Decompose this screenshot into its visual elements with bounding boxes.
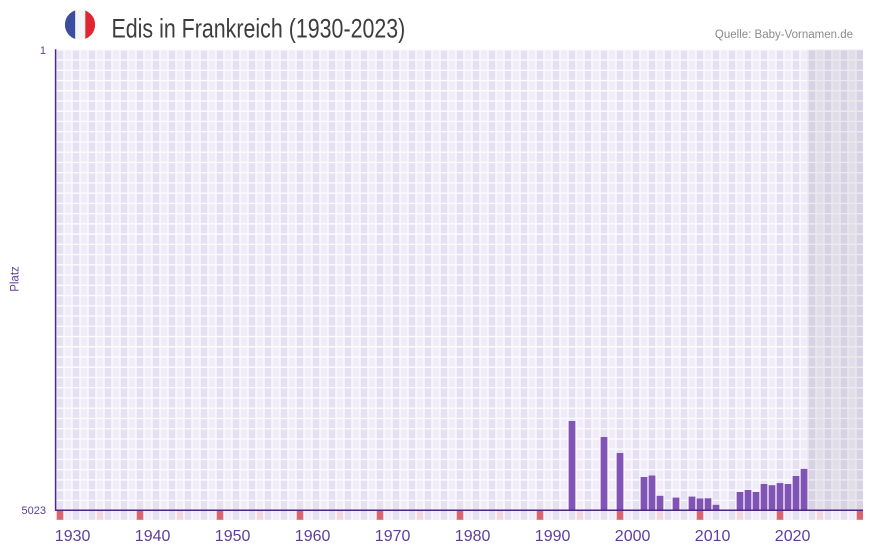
svg-text:Edis in Frankreich (1930-2023): Edis in Frankreich (1930-2023) bbox=[112, 14, 406, 44]
svg-text:5023: 5023 bbox=[22, 505, 46, 517]
svg-text:1970: 1970 bbox=[375, 528, 411, 545]
svg-text:2000: 2000 bbox=[615, 528, 651, 545]
svg-text:1950: 1950 bbox=[215, 528, 251, 545]
svg-text:1940: 1940 bbox=[135, 528, 171, 545]
svg-text:2020: 2020 bbox=[775, 528, 811, 545]
svg-text:Quelle: Baby-Vornamen.de: Quelle: Baby-Vornamen.de bbox=[715, 29, 853, 41]
svg-text:1930: 1930 bbox=[55, 528, 91, 545]
svg-text:1990: 1990 bbox=[535, 528, 571, 545]
svg-text:2010: 2010 bbox=[695, 528, 731, 545]
svg-text:1980: 1980 bbox=[455, 528, 491, 545]
svg-text:1960: 1960 bbox=[295, 528, 331, 545]
svg-text:Platz: Platz bbox=[9, 266, 21, 292]
svg-text:1: 1 bbox=[40, 45, 46, 57]
